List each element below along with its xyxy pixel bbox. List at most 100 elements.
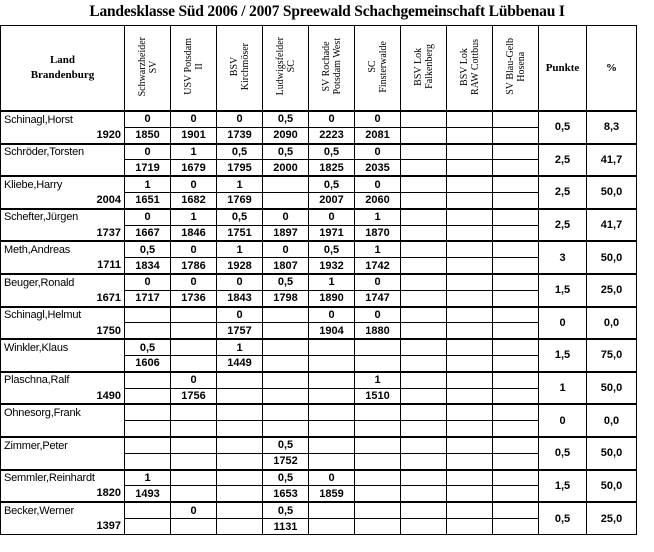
player-rating-row: [0, 420, 637, 438]
opponent-rating: 2035: [354, 159, 401, 177]
game-result: 0: [308, 109, 355, 128]
game-result: [492, 468, 539, 487]
player-row: Plaschna,Ralf 0 1 1 50,0: [0, 370, 637, 405]
game-result: 0: [262, 207, 309, 226]
game-result: [492, 272, 539, 291]
opponent-rating: 1747: [354, 289, 401, 308]
team-name: SC Finsterwalde: [366, 40, 389, 93]
player-rating-row: 1397 1131: [0, 517, 637, 536]
opponent-rating: [124, 387, 171, 405]
team-name: BSV Kirchmöser: [228, 42, 251, 91]
player-rating-row: 1711 1834 1786 1928 1807 1932 1742: [0, 257, 637, 275]
opponent-rating: 1493: [124, 485, 171, 503]
game-result: [492, 338, 539, 356]
game-result: 0: [354, 109, 401, 128]
game-result: 0: [354, 272, 401, 291]
opponent-rating: [492, 322, 539, 340]
opponent-rating: [216, 485, 263, 503]
player-percent: 41,7: [586, 207, 637, 242]
game-result: 0: [124, 109, 171, 128]
opponent-rating: [308, 517, 355, 536]
game-result: [446, 142, 493, 161]
game-result: [354, 338, 401, 356]
game-result: [308, 338, 355, 356]
opponent-rating: 1890: [308, 289, 355, 308]
opponent-rating: 1131: [262, 517, 309, 536]
game-result: 1: [216, 240, 263, 259]
opponent-rating: [170, 420, 217, 438]
player-row: Winkler,Klaus 0,5 1 1,5 75,0: [0, 338, 637, 373]
opponent-rating: [492, 452, 539, 471]
opponent-rating: [400, 485, 447, 503]
opponent-rating: 2090: [262, 126, 309, 145]
opponent-rating: [446, 420, 493, 438]
opponent-rating: 1798: [262, 289, 309, 308]
team-header: Schwarzheider SV: [124, 25, 171, 112]
game-result: 0,5: [262, 109, 309, 128]
player-rating: [0, 355, 125, 373]
opponent-rating: [446, 452, 493, 471]
game-result: 0: [170, 272, 217, 291]
game-result: [262, 175, 309, 193]
game-result: [400, 403, 447, 422]
game-result: [446, 207, 493, 226]
game-result: [446, 175, 493, 193]
opponent-rating: [170, 485, 217, 503]
game-result: 0: [308, 207, 355, 226]
opponent-rating: [124, 420, 171, 438]
opponent-rating: [262, 191, 309, 210]
game-result: [170, 468, 217, 487]
player-rating: 1820: [0, 485, 125, 503]
region-header: Land Brandenburg: [0, 25, 125, 112]
game-result: 0: [262, 240, 309, 259]
opponent-rating: [446, 485, 493, 503]
game-result: [492, 142, 539, 161]
opponent-rating: [308, 354, 355, 373]
player-rating: 1920: [0, 127, 125, 145]
game-result: [400, 109, 447, 128]
player-percent: 50,0: [586, 435, 637, 471]
game-result: 0,5: [308, 142, 355, 161]
game-result: [308, 403, 355, 422]
opponent-rating: [262, 387, 309, 405]
opponent-rating: [400, 322, 447, 340]
player-percent: 25,0: [586, 501, 637, 536]
player-name: Semmler,Reinhardt: [0, 468, 125, 486]
opponent-rating: [400, 452, 447, 471]
game-result: 0,5: [308, 240, 355, 259]
opponent-rating: [124, 517, 171, 536]
opponent-rating: 1928: [216, 257, 263, 275]
game-result: [216, 501, 263, 519]
game-result: 0: [354, 175, 401, 193]
opponent-rating: [354, 485, 401, 503]
player-row: Becker,Werner 0 0,5 0,5 25,0: [0, 501, 637, 536]
game-result: [262, 370, 309, 389]
opponent-rating: 1736: [170, 289, 217, 308]
game-result: 0: [354, 142, 401, 161]
team-header: USV Potsdam II: [170, 25, 217, 112]
team-name: Schwarzheider SV: [136, 36, 159, 97]
player-points: 2,5: [538, 175, 587, 210]
player-name: Schinagl,Helmut: [0, 305, 125, 323]
opponent-rating: 1682: [170, 191, 217, 210]
game-result: [170, 305, 217, 324]
game-result: [400, 370, 447, 389]
player-percent: 25,0: [586, 272, 637, 308]
opponent-rating: 2060: [354, 191, 401, 210]
opponent-rating: [446, 191, 493, 210]
opponent-rating: [400, 420, 447, 438]
game-result: [262, 338, 309, 356]
opponent-rating: [308, 387, 355, 405]
player-rating: 1490: [0, 388, 125, 405]
game-result: [216, 468, 263, 487]
percent-header: %: [586, 25, 637, 112]
game-result: [216, 403, 263, 422]
game-result: [400, 305, 447, 324]
opponent-rating: [216, 420, 263, 438]
opponent-rating: [492, 126, 539, 145]
opponent-rating: [446, 354, 493, 373]
opponent-rating: [216, 387, 263, 405]
team-header: BSV Lok Falkenberg: [400, 25, 447, 112]
game-result: 1: [354, 370, 401, 389]
game-result: [308, 501, 355, 519]
